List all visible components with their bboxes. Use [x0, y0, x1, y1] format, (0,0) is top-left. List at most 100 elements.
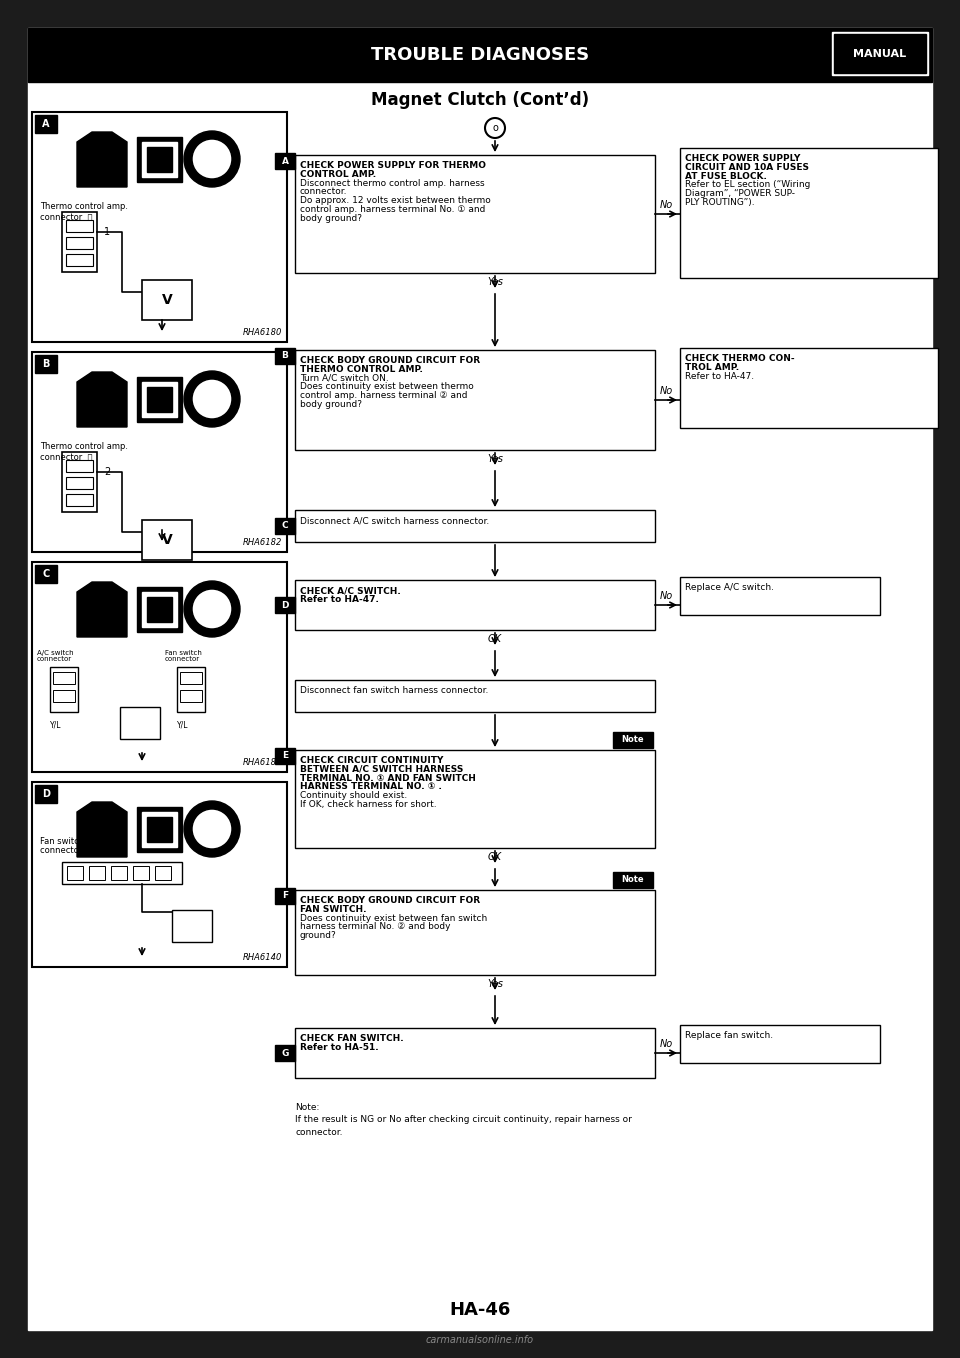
Text: Note: Note — [622, 736, 644, 744]
Text: Does continuity exist between thermo: Does continuity exist between thermo — [300, 383, 473, 391]
Bar — [147, 147, 172, 172]
Bar — [177, 667, 205, 712]
Text: Refer to HA-47.: Refer to HA-47. — [685, 372, 755, 380]
Text: Disconnect thermo control amp. harness: Disconnect thermo control amp. harness — [300, 178, 485, 187]
Bar — [137, 807, 182, 851]
Bar — [50, 667, 78, 712]
Circle shape — [184, 581, 240, 637]
Bar — [35, 565, 57, 583]
Bar — [295, 750, 655, 847]
Text: Thermo control amp.: Thermo control amp. — [40, 441, 128, 451]
Bar — [180, 690, 202, 702]
Bar — [275, 748, 295, 765]
Text: Continuity should exist.: Continuity should exist. — [300, 792, 407, 800]
Text: Disconnect A/C switch harness connector.: Disconnect A/C switch harness connector. — [300, 516, 490, 526]
Bar — [66, 494, 93, 507]
Text: Note: Note — [622, 876, 644, 884]
Circle shape — [192, 809, 232, 849]
Text: V: V — [161, 293, 173, 307]
Text: RHA6182: RHA6182 — [243, 538, 282, 547]
Bar — [680, 348, 938, 428]
Bar — [120, 708, 160, 739]
Bar — [142, 592, 177, 627]
Text: C: C — [42, 569, 50, 579]
Polygon shape — [77, 583, 127, 637]
Text: F: F — [282, 891, 288, 900]
Bar — [66, 460, 93, 473]
Bar — [172, 910, 212, 942]
Text: Fan switch: Fan switch — [165, 650, 202, 656]
Text: CIRCUIT AND 10A FUSES: CIRCUIT AND 10A FUSES — [685, 163, 809, 171]
Text: carmanualsonline.info: carmanualsonline.info — [426, 1335, 534, 1344]
Text: Diagram”, “POWER SUP-: Diagram”, “POWER SUP- — [685, 189, 795, 198]
Bar — [67, 866, 83, 880]
Text: OK: OK — [488, 851, 502, 862]
Text: Disconnect fan switch harness connector.: Disconnect fan switch harness connector. — [300, 686, 489, 695]
Text: Yes: Yes — [487, 277, 503, 287]
Bar — [32, 111, 287, 342]
Text: body ground?: body ground? — [300, 399, 362, 409]
Bar — [275, 598, 295, 612]
Text: AT FUSE BLOCK.: AT FUSE BLOCK. — [685, 171, 767, 181]
Text: CHECK BODY GROUND CIRCUIT FOR: CHECK BODY GROUND CIRCUIT FOR — [300, 896, 480, 904]
Text: Replace fan switch.: Replace fan switch. — [685, 1031, 773, 1040]
Bar — [35, 785, 57, 803]
Text: A: A — [42, 120, 50, 129]
Polygon shape — [77, 803, 127, 857]
Text: Refer to HA-47.: Refer to HA-47. — [300, 595, 379, 604]
Bar — [66, 238, 93, 249]
Circle shape — [184, 801, 240, 857]
Bar — [53, 690, 75, 702]
Text: No: No — [660, 200, 673, 210]
Text: Note:
If the result is NG or No after checking circuit continuity, repair harnes: Note: If the result is NG or No after ch… — [295, 1103, 632, 1137]
Circle shape — [184, 130, 240, 187]
Bar — [32, 782, 287, 967]
Text: 1: 1 — [104, 227, 110, 238]
Text: connector  Ⓐ: connector Ⓐ — [40, 846, 92, 856]
Text: THERMO CONTROL AMP.: THERMO CONTROL AMP. — [300, 365, 422, 373]
Text: Do approx. 12 volts exist between thermo: Do approx. 12 volts exist between thermo — [300, 196, 491, 205]
Text: Y/L: Y/L — [177, 720, 188, 729]
Text: RHA6180: RHA6180 — [243, 329, 282, 337]
Text: C: C — [281, 521, 288, 531]
Bar — [66, 254, 93, 266]
Bar — [275, 517, 295, 534]
Text: BETWEEN A/C SWITCH HARNESS: BETWEEN A/C SWITCH HARNESS — [300, 765, 464, 774]
Bar — [147, 387, 172, 411]
Text: CHECK FAN SWITCH.: CHECK FAN SWITCH. — [300, 1033, 403, 1043]
Bar — [28, 29, 932, 80]
Bar — [66, 220, 93, 232]
Text: CONTROL AMP.: CONTROL AMP. — [300, 170, 376, 179]
Text: D: D — [281, 600, 289, 610]
Text: Refer to HA-51.: Refer to HA-51. — [300, 1043, 378, 1052]
Text: o: o — [492, 124, 498, 133]
Bar — [28, 80, 932, 81]
Text: B: B — [281, 352, 288, 360]
Bar — [275, 348, 295, 364]
Bar — [137, 137, 182, 182]
Text: Yes: Yes — [487, 454, 503, 464]
Text: TROUBLE DIAGNOSES: TROUBLE DIAGNOSES — [371, 46, 589, 64]
Text: control amp. harness terminal No. ① and: control amp. harness terminal No. ① and — [300, 205, 486, 213]
Bar — [142, 280, 192, 320]
Text: PLY ROUTING”).: PLY ROUTING”). — [685, 198, 755, 206]
Text: A/C switch: A/C switch — [37, 650, 74, 656]
Text: HA-46: HA-46 — [449, 1301, 511, 1319]
Bar — [180, 672, 202, 684]
Polygon shape — [77, 372, 127, 426]
Bar — [53, 672, 75, 684]
Text: ground?: ground? — [300, 932, 337, 940]
Bar — [147, 818, 172, 842]
Circle shape — [192, 589, 232, 629]
Text: OK: OK — [488, 634, 502, 644]
Bar — [142, 812, 177, 847]
Bar — [142, 520, 192, 559]
Text: Y/L: Y/L — [50, 720, 61, 729]
Bar — [295, 350, 655, 449]
Text: E: E — [282, 751, 288, 760]
Bar — [35, 354, 57, 373]
Bar — [613, 732, 653, 748]
Text: harness terminal No. ② and body: harness terminal No. ② and body — [300, 922, 450, 932]
Text: G: G — [281, 1048, 289, 1058]
Text: Magnet Clutch (Cont’d): Magnet Clutch (Cont’d) — [371, 91, 589, 109]
